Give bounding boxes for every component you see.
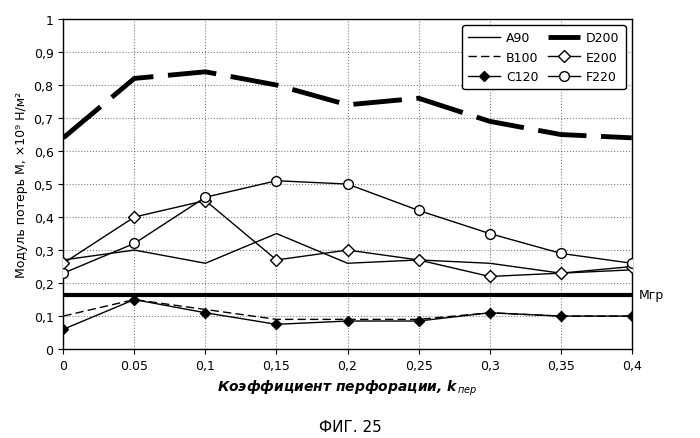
X-axis label: Коэффициент перфорации, k$_{\,пер}$: Коэффициент перфорации, k$_{\,пер}$ xyxy=(217,378,478,397)
Text: ФИГ. 25: ФИГ. 25 xyxy=(318,419,382,434)
Legend: A90, B100, C120, D200, E200, F220: A90, B100, C120, D200, E200, F220 xyxy=(462,26,626,90)
Y-axis label: Модуль потерь М, ×10⁹ Н/м²: Модуль потерь М, ×10⁹ Н/м² xyxy=(15,92,28,278)
Text: Mгр: Mгр xyxy=(638,289,664,301)
